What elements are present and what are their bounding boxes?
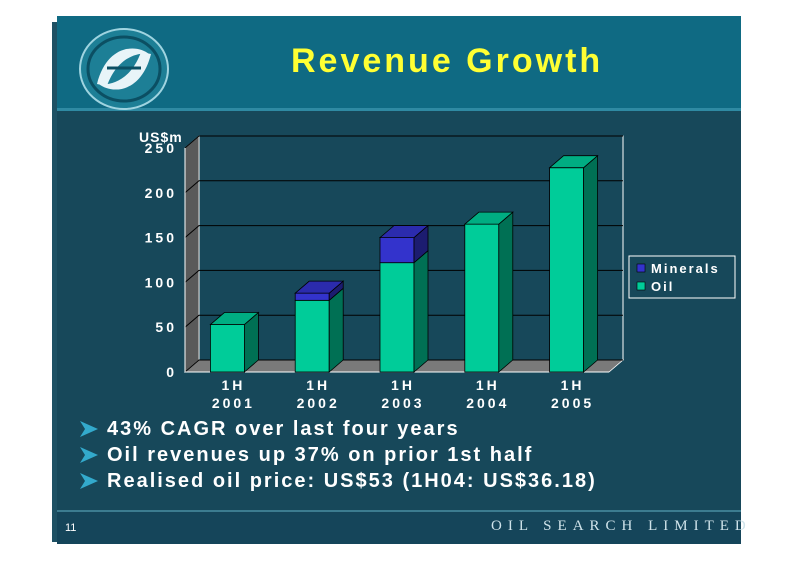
legend-swatch (636, 263, 646, 273)
arrow-icon (80, 447, 98, 463)
y-tick-label: 50 (155, 319, 177, 335)
bar-top (463, 211, 514, 225)
slide-title: Revenue Growth (291, 42, 604, 80)
company-name: OIL SEARCH LIMITED (491, 518, 752, 534)
x-tick-label: 2004 (466, 395, 509, 411)
y-tick-label: 250 (145, 140, 177, 156)
footer-divider (57, 510, 741, 512)
bar-minerals (294, 292, 330, 301)
page-number: 11 (65, 522, 77, 534)
bar-oil (464, 223, 500, 373)
header-bar (57, 16, 741, 108)
bar-side-oil (498, 211, 514, 373)
bullet-item: 43% CAGR over last four years (79, 416, 460, 442)
chart-side-wall (184, 135, 200, 373)
legend-label: Oil (651, 279, 674, 294)
slide: Revenue Growth 0 50 100 150 200 250 US$m 1H 2001… (57, 16, 746, 544)
x-tick-label: 1H (476, 377, 500, 393)
bullet-item: Realised oil price: US$53 (1H04: US$36.1… (79, 468, 597, 494)
y-tick-label: 0 (166, 364, 177, 380)
arrow-icon (80, 473, 98, 489)
bullet-text: 43% CAGR over last four years (107, 417, 460, 440)
bullet-item: Oil revenues up 37% on prior 1st half (79, 442, 533, 468)
arrow-icon (80, 421, 98, 437)
revenue-chart: 0 50 100 150 200 250 US$m 1H 2001 1H 2002 1H 2003 1H 2… (57, 16, 741, 421)
header-divider (57, 108, 741, 111)
x-tick-label: 2005 (551, 395, 594, 411)
bar-top (378, 225, 430, 239)
y-axis-label: US$m (139, 129, 183, 145)
x-tick-label: 1H (561, 377, 585, 393)
company-logo (77, 24, 171, 114)
bar-oil (209, 324, 245, 373)
bar-oil (379, 262, 415, 373)
bullet-text: Realised oil price: US$53 (1H04: US$36.1… (107, 469, 597, 492)
x-tick-label: 2002 (297, 395, 340, 411)
bar-side-oil (413, 249, 429, 373)
bar-oil (294, 299, 330, 373)
legend-box (628, 255, 736, 299)
gridline (184, 135, 623, 149)
x-tick-label: 2003 (381, 395, 424, 411)
bar-minerals (379, 237, 415, 264)
bar-side-oil (328, 287, 344, 373)
y-tick-label: 100 (145, 274, 177, 290)
bar-side-oil (583, 154, 598, 373)
x-tick-label: 1H (221, 377, 245, 393)
bar-oil (549, 167, 585, 373)
legend-swatch (636, 281, 646, 291)
bar-top (294, 280, 345, 294)
footer-bar (57, 512, 741, 544)
bar-top (209, 312, 260, 325)
bullet-text: Oil revenues up 37% on prior 1st half (107, 443, 534, 466)
legend-label: Minerals (651, 261, 720, 276)
y-tick-label: 200 (145, 185, 177, 201)
x-tick-label: 1H (306, 377, 330, 393)
y-tick-label: 150 (145, 230, 177, 246)
bar-top (548, 155, 599, 169)
x-tick-label: 1H (391, 377, 415, 393)
x-tick-label: 2001 (212, 395, 255, 411)
gridline (184, 180, 623, 194)
